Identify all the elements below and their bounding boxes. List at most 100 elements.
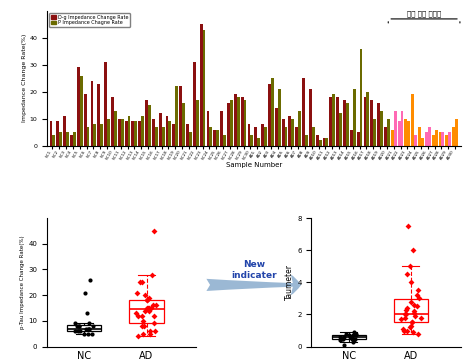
Point: [348, 334, 356, 340]
Bar: [405, 119, 407, 146]
Bar: [186, 124, 189, 146]
Bar: [370, 100, 373, 146]
Bar: [339, 113, 342, 146]
Point: [89, 323, 96, 329]
Bar: [452, 127, 455, 146]
Y-axis label: Impedance Change Rate(%): Impedance Change Rate(%): [22, 34, 27, 122]
Bar: [100, 124, 103, 146]
Bar: [86, 127, 89, 146]
Bar: [155, 127, 158, 146]
Bar: [441, 132, 444, 146]
Bar: [200, 24, 203, 146]
Bar: [241, 97, 243, 146]
Point: [341, 334, 348, 340]
Bar: [175, 86, 178, 146]
Point: [71, 321, 79, 326]
Point: [350, 337, 358, 343]
Point: [80, 331, 88, 336]
Point: [408, 319, 416, 325]
Point: [84, 326, 92, 331]
Point: [73, 323, 80, 329]
Bar: [210, 127, 212, 146]
Bar: [439, 132, 441, 146]
Bar: [73, 132, 76, 146]
Bar: [305, 135, 308, 146]
Bar: [350, 130, 353, 146]
Bar: [165, 116, 168, 146]
Point: [146, 308, 153, 313]
Point: [348, 336, 355, 342]
Bar: [325, 138, 329, 146]
Point: [417, 315, 425, 321]
Point: [134, 334, 141, 339]
Point: [350, 329, 358, 335]
Bar: [360, 49, 362, 146]
Bar: [322, 138, 325, 146]
Point: [74, 328, 82, 334]
Point: [352, 331, 360, 336]
Bar: [53, 135, 55, 146]
Bar: [114, 110, 117, 146]
Point: [410, 308, 417, 314]
Bar: [125, 121, 127, 146]
Point: [345, 332, 353, 338]
Point: [402, 312, 409, 317]
Bar: [291, 119, 294, 146]
Text: New
indicater: New indicater: [231, 260, 277, 280]
Point: [415, 331, 422, 336]
Bar: [282, 119, 284, 146]
Y-axis label: p-Tau Impedance Change Rate(%): p-Tau Impedance Change Rate(%): [21, 235, 25, 329]
Point: [83, 310, 91, 316]
Point: [409, 329, 417, 335]
Bar: [159, 113, 162, 146]
Point: [81, 290, 88, 296]
Point: [405, 223, 412, 229]
Bar: [407, 121, 410, 146]
Bar: [216, 130, 219, 146]
Point: [339, 336, 347, 342]
Bar: [446, 135, 448, 146]
Bar: [91, 81, 94, 146]
Point: [140, 318, 147, 324]
Bar: [97, 84, 100, 146]
Bar: [428, 127, 431, 146]
Point: [413, 304, 421, 309]
Point: [350, 339, 357, 345]
Point: [85, 326, 93, 331]
Bar: [353, 89, 356, 146]
Point: [133, 310, 140, 316]
Point: [83, 326, 90, 331]
Bar: [203, 30, 205, 146]
Point: [145, 295, 153, 301]
Bar: [254, 127, 257, 146]
Point: [400, 328, 407, 334]
Bar: [107, 119, 110, 146]
Bar: [84, 95, 86, 146]
Point: [400, 326, 407, 332]
Bar: [432, 135, 435, 146]
Point: [140, 323, 148, 329]
Point: [86, 326, 93, 331]
Point: [352, 332, 360, 338]
Bar: [56, 121, 59, 146]
Bar: [377, 103, 380, 146]
Bar: [152, 119, 155, 146]
Point: [149, 272, 156, 278]
Point: [407, 279, 415, 285]
Bar: [394, 110, 397, 146]
Point: [86, 277, 94, 283]
Legend: D-g Impedance Change Rate, P Impedance Chagne Rate: D-g Impedance Change Rate, P Impedance C…: [49, 13, 130, 27]
Point: [152, 303, 159, 308]
Bar: [435, 130, 438, 146]
Point: [410, 302, 417, 308]
Bar: [298, 110, 301, 146]
Point: [407, 264, 414, 269]
Point: [352, 331, 359, 336]
Bar: [271, 78, 274, 146]
Bar: [104, 62, 107, 146]
Text: 수가 환자 데이터: 수가 환자 데이터: [407, 10, 441, 17]
Bar: [162, 127, 164, 146]
Bar: [193, 62, 196, 146]
Bar: [213, 130, 216, 146]
Point: [151, 328, 159, 334]
